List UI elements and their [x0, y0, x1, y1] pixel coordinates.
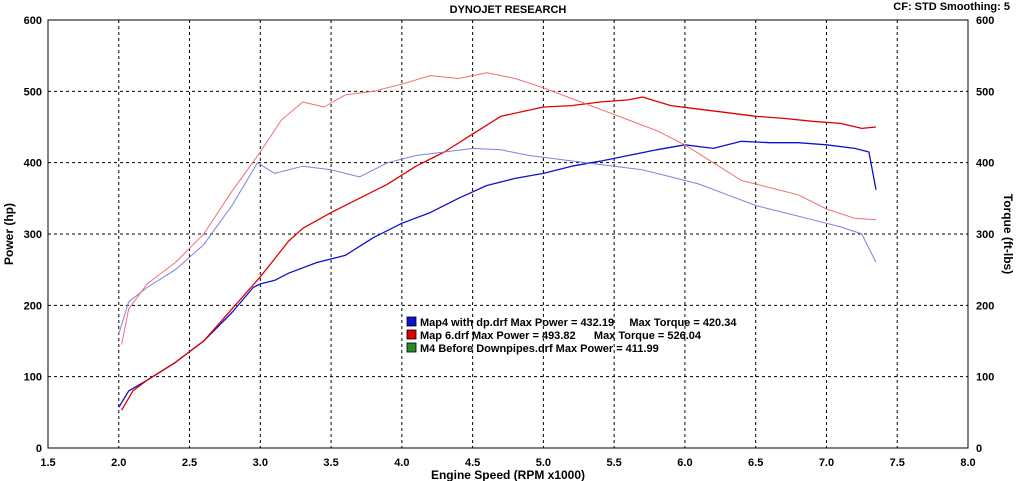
x-tick-label: 8.0: [960, 457, 975, 469]
cf-smoothing-info: CF: STD Smoothing: 5: [893, 1, 1010, 13]
y2-axis-label: Torque (ft-lbs): [1001, 194, 1015, 274]
y2-tick-label: 600: [976, 15, 994, 27]
y-tick-label: 600: [24, 15, 42, 27]
x-tick-label: 2.0: [111, 457, 126, 469]
series-layer: [118, 72, 877, 411]
x-tick-label: 7.5: [890, 457, 905, 469]
y-tick-label: 300: [24, 229, 42, 241]
y2-tick-label: 200: [976, 300, 994, 312]
series-torque-line: [121, 72, 877, 345]
y-tick-label: 500: [24, 86, 42, 98]
series-torque-line: [118, 147, 877, 335]
x-tick-label: 5.5: [607, 457, 622, 469]
chart-title: DYNOJET RESEARCH: [450, 4, 567, 16]
y2-tick-label: 500: [976, 86, 994, 98]
y2-tick-labels: 0 100 200 300 400 500 600: [976, 15, 994, 455]
legend-swatch: [406, 329, 417, 340]
x-tick-label: 3.0: [253, 457, 268, 469]
x-tick-label: 6.0: [677, 457, 692, 469]
grid: [48, 20, 968, 448]
series-power-line: [121, 96, 877, 411]
y2-tick-label: 0: [976, 443, 982, 455]
y-tick-labels: 0 100 200 300 400 500 600: [24, 15, 42, 455]
y-tick-label: 400: [24, 158, 42, 170]
series-power-line: [118, 140, 877, 408]
x-tick-label: 4.5: [465, 457, 480, 469]
y-tick-label: 0: [36, 443, 42, 455]
y-tick-label: 200: [24, 300, 42, 312]
legend-entry: Map4 with dp.drf Max Power = 432.19 Max …: [420, 317, 737, 329]
x-tick-label: 5.0: [536, 457, 551, 469]
x-tick-label: 7.0: [819, 457, 834, 469]
legend-swatch: [406, 342, 417, 353]
legend-swatch: [406, 316, 417, 327]
y2-tick-label: 400: [976, 158, 994, 170]
x-tick-label: 2.5: [182, 457, 197, 469]
legend-entry: M4 Before Downpipes.drf Max Power = 411.…: [420, 343, 659, 355]
x-tick-label: 3.5: [323, 457, 338, 469]
y2-tick-label: 100: [976, 372, 994, 384]
x-tick-labels: 1.5 2.0 2.5 3.0 3.5 4.0 4.5 5.0 5.5 6.0 6.5 7.0 7.5 8…: [40, 457, 975, 469]
y2-tick-label: 300: [976, 229, 994, 241]
x-tick-label: 1.5: [40, 457, 55, 469]
plot-frame: [47, 19, 969, 449]
legend-entry: Map 6.drf Max Power = 493.82 Max Torque …: [420, 330, 702, 342]
y-tick-label: 100: [24, 372, 42, 384]
x-tick-label: 6.5: [748, 457, 763, 469]
x-tick-label: 4.0: [394, 457, 409, 469]
y-axis-label: Power (hp): [2, 203, 16, 265]
x-axis-label: Engine Speed (RPM x1000): [431, 468, 585, 481]
legend: Map4 with dp.drf Max Power = 432.19 Max …: [406, 316, 737, 355]
